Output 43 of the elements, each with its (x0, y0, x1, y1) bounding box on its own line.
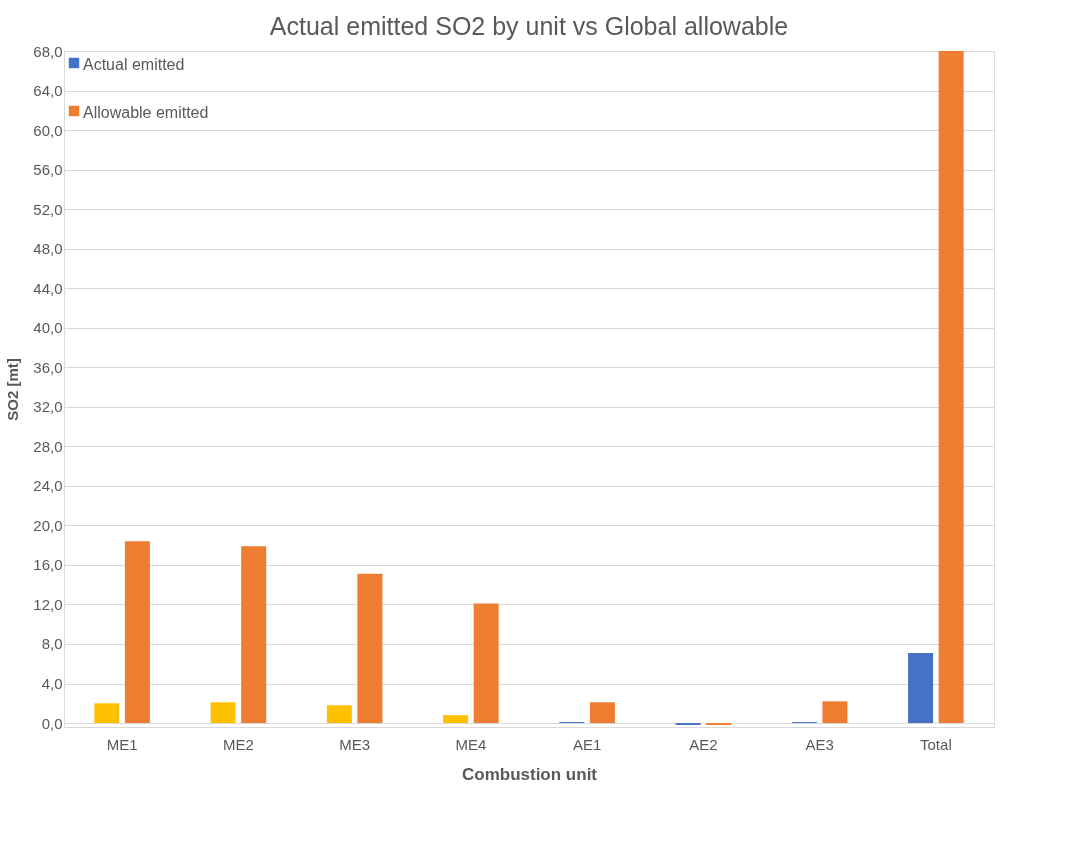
y-tick-label: 28,0 (33, 437, 63, 455)
x-tick-label: AE3 (805, 735, 834, 753)
y-tick-label: 68,0 (33, 42, 63, 60)
bar (473, 603, 499, 724)
chart-title: Actual emitted SO2 by unit vs Global allowable (269, 12, 789, 40)
y-tick-label: 12,0 (33, 595, 63, 613)
y-tick-label: 4,0 (41, 675, 63, 693)
bar (589, 702, 615, 724)
y-tick-label: 24,0 (33, 477, 63, 495)
legend-label: Actual emitted (83, 56, 185, 73)
x-tick-label: Total (920, 735, 952, 753)
y-tick-label: 16,0 (33, 556, 63, 574)
y-tick-label: 52,0 (33, 200, 63, 218)
x-axis-title: Combustion unit (461, 764, 598, 784)
y-tick-label: 20,0 (33, 516, 63, 534)
y-tick-label: 36,0 (33, 358, 63, 376)
x-tick-label: ME4 (455, 735, 487, 753)
x-tick-label: ME2 (222, 735, 254, 753)
y-tick-label: 60,0 (33, 121, 63, 139)
bar (210, 702, 236, 724)
bar (938, 51, 964, 724)
y-tick-label: 44,0 (33, 279, 63, 297)
bar (241, 546, 267, 724)
y-tick-label: 56,0 (33, 161, 63, 179)
y-axis-title: SO2 [mt] (4, 358, 22, 421)
bar (822, 701, 848, 724)
bar (908, 652, 934, 724)
bar (124, 541, 150, 724)
x-tick-label: AE2 (689, 735, 718, 753)
bar (94, 703, 120, 724)
legend-label: Allowable emitted (83, 104, 209, 121)
y-tick-label: 0,0 (41, 714, 63, 732)
y-tick-label: 32,0 (33, 398, 63, 416)
y-tick-label: 40,0 (33, 319, 63, 337)
bar (326, 705, 352, 724)
y-tick-label: 64,0 (33, 82, 63, 100)
y-tick-label: 48,0 (33, 240, 63, 258)
bar (443, 715, 469, 724)
y-tick-label: 8,0 (41, 635, 63, 653)
x-tick-label: ME1 (106, 735, 138, 753)
bar (357, 573, 383, 724)
x-tick-label: ME3 (339, 735, 371, 753)
x-tick-label: AE1 (572, 735, 602, 753)
